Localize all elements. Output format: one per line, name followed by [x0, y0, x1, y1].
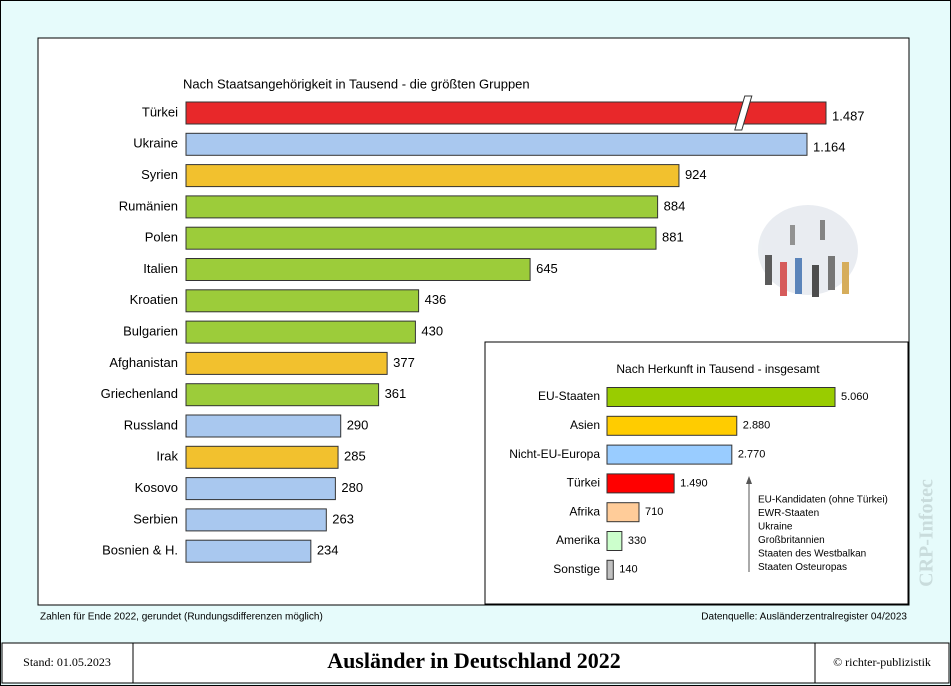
- value-label: 377: [393, 355, 415, 370]
- bar: [185, 351, 388, 375]
- category-label: Türkei: [142, 104, 178, 119]
- annotation: Staaten Osteuropas: [758, 562, 847, 573]
- bar: [185, 539, 312, 563]
- category-label: Serbien: [133, 511, 178, 526]
- category-label: Sonstige: [553, 562, 600, 576]
- bar: [185, 289, 420, 313]
- bar: [185, 414, 342, 438]
- category-label: Rumänien: [119, 198, 178, 213]
- value-label: 290: [347, 417, 369, 432]
- bar: [185, 258, 531, 281]
- category-label: Griechenland: [101, 386, 178, 401]
- value-label: 285: [344, 449, 366, 464]
- bar: [185, 101, 827, 125]
- axis-break: [734, 95, 753, 131]
- annotation: Großbritannien: [758, 535, 825, 546]
- category-label: Ukraine: [133, 136, 178, 151]
- category-label: Nicht-EU-Europa: [509, 447, 600, 461]
- value-label: 1.164: [813, 140, 846, 155]
- bar: [606, 531, 623, 551]
- value-label: 1.487: [832, 108, 865, 123]
- category-label: Amerika: [556, 533, 600, 547]
- category-label: Russland: [124, 417, 178, 432]
- category-label: EU-Staaten: [538, 389, 600, 403]
- chart-title: Nach Staatsangehörigkeit in Tausend - di…: [183, 76, 530, 91]
- category-label: Afghanistan: [109, 355, 178, 370]
- bar: [606, 415, 738, 436]
- value-label: 710: [645, 506, 663, 518]
- category-label: Kroatien: [130, 292, 178, 307]
- value-label: 924: [685, 167, 707, 182]
- annotation: Staaten des Westbalkan: [758, 549, 866, 560]
- value-label: 2.770: [738, 449, 766, 461]
- bar: [185, 320, 416, 344]
- bar: [606, 559, 614, 580]
- bar: [185, 164, 680, 188]
- bar: [185, 226, 657, 250]
- inset-panel: [484, 341, 909, 605]
- bar: [606, 473, 675, 494]
- footer-copyright: © richter-publizistik: [833, 655, 931, 669]
- value-label: 140: [619, 564, 637, 576]
- annotation: EU-Kandidaten (ohne Türkei): [758, 495, 888, 506]
- value-label: 5.060: [841, 391, 869, 403]
- value-label: 881: [662, 230, 684, 245]
- value-label: 1.490: [680, 477, 708, 489]
- category-label: Bulgarien: [123, 324, 178, 339]
- footer-title: Ausländer in Deutschland 2022: [327, 648, 621, 673]
- bar: [606, 387, 836, 407]
- value-label: 330: [628, 535, 646, 547]
- footer-cell: [132, 642, 816, 684]
- chart-title: Nach Herkunft in Tausend - insgesamt: [616, 362, 820, 376]
- category-label: Italien: [143, 261, 178, 276]
- value-label: 2.880: [743, 420, 771, 432]
- category-label: Kosovo: [135, 480, 178, 495]
- category-label: Polen: [145, 230, 178, 245]
- bar: [185, 132, 808, 156]
- value-label: 430: [421, 324, 443, 339]
- source: Datenquelle: Ausländerzentralregister 04…: [701, 612, 907, 623]
- crowd-illustration: [758, 205, 858, 297]
- category-label: Asien: [570, 418, 600, 432]
- value-label: 884: [664, 198, 686, 213]
- category-label: Türkei: [567, 476, 600, 490]
- category-label: Bosnien & H.: [102, 543, 178, 558]
- bar: [185, 508, 327, 532]
- bar: [185, 477, 336, 501]
- category-label: Syrien: [141, 167, 178, 182]
- bar: [606, 502, 640, 523]
- category-label: Irak: [156, 449, 178, 464]
- value-label: 436: [425, 292, 447, 307]
- footnote: Zahlen für Ende 2022, gerundet (Rundungs…: [40, 612, 323, 623]
- watermark: CRP-Infotec: [916, 479, 938, 587]
- category-label: Afrika: [569, 504, 600, 518]
- bar: [185, 195, 659, 219]
- bar: [606, 444, 733, 465]
- value-label: 280: [341, 480, 363, 495]
- bar: [185, 445, 339, 469]
- value-label: 361: [385, 386, 407, 401]
- annotation-arrow-head: [746, 476, 752, 484]
- footer-cell: [814, 642, 950, 684]
- value-label: 645: [536, 261, 558, 276]
- bar: [185, 383, 380, 407]
- value-label: 234: [317, 543, 339, 558]
- footer-date: Stand: 01.05.2023: [23, 655, 111, 669]
- annotation: EWR-Staaten: [758, 508, 819, 519]
- value-label: 263: [332, 511, 354, 526]
- annotation: Ukraine: [758, 522, 793, 533]
